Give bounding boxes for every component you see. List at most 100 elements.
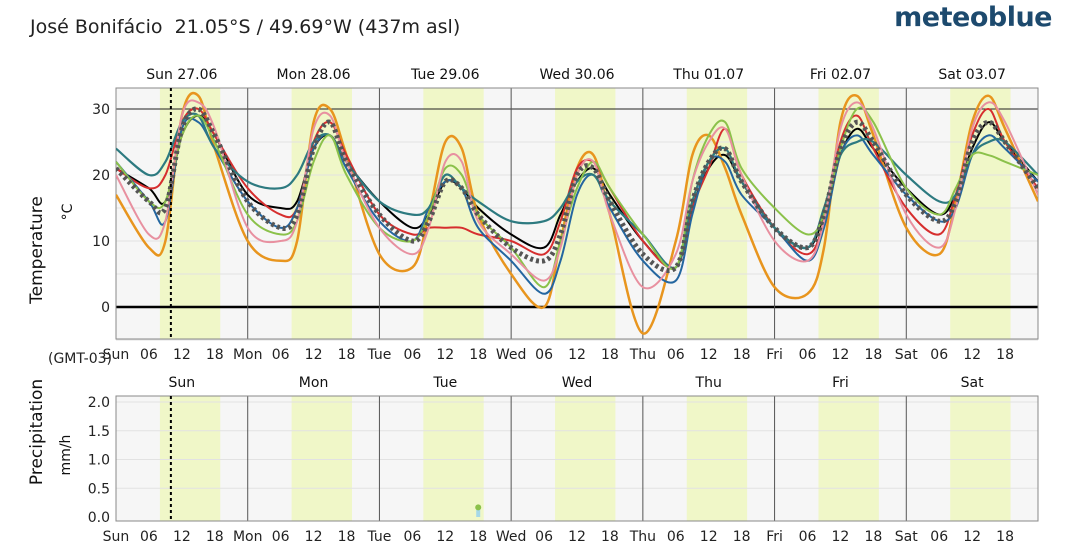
hour-tick-label: 12	[700, 529, 718, 545]
precipitation-tick-label: 2.0	[88, 395, 110, 411]
hour-tick-label: 18	[338, 529, 356, 545]
hour-tick-label: 06	[403, 529, 421, 545]
hour-tick-label: 12	[963, 347, 981, 363]
precipitation-tick-label: 1.0	[88, 453, 110, 469]
day-date-label: Mon 28.06	[277, 67, 351, 83]
hour-tick-label: 12	[173, 347, 191, 363]
hour-tick-label: 12	[700, 347, 718, 363]
day-label: Fri	[832, 375, 849, 391]
precipitation-axis-label: Precipitation	[27, 379, 47, 485]
daylight-band	[159, 396, 221, 521]
precipitation-probability-dot	[475, 504, 482, 511]
day-label: Mon	[299, 375, 329, 391]
hour-tick-label: 18	[469, 529, 487, 545]
daylight-band	[423, 396, 484, 521]
hour-tick-label: 18	[996, 529, 1014, 545]
daylight-band	[950, 396, 1011, 521]
hour-tick-label: Tue	[366, 347, 391, 363]
hour-tick-label: 12	[832, 529, 850, 545]
hour-tick-label: Thu	[629, 347, 656, 363]
hour-tick-label: 18	[733, 347, 751, 363]
precipitation-tick-label: 0.5	[88, 481, 110, 497]
hour-tick-label: 06	[140, 347, 158, 363]
hour-tick-label: 06	[140, 529, 158, 545]
hour-tick-label: 12	[305, 529, 323, 545]
temperature-tick-label: 30	[92, 102, 110, 118]
hour-tick-label: 18	[864, 529, 882, 545]
hour-tick-label: 12	[568, 529, 586, 545]
hour-tick-label: 18	[733, 529, 751, 545]
model-temperature-line	[116, 99, 1038, 290]
daylight-band	[686, 396, 748, 521]
hour-tick-label: 12	[305, 347, 323, 363]
day-label: Sat	[961, 375, 984, 391]
timezone-label: (GMT-03)	[48, 351, 112, 367]
brand-logo[interactable]: meteoblue	[894, 2, 1052, 33]
day-date-label: Fri 02.07	[810, 67, 871, 83]
hour-tick-label: 06	[403, 347, 421, 363]
model-temperature-line	[116, 106, 1038, 289]
location-coordinates: 21.05°S / 49.69°W (437m asl)	[174, 16, 461, 38]
hour-tick-label: 12	[173, 529, 191, 545]
hour-tick-label: 06	[272, 529, 290, 545]
hour-tick-label: 06	[667, 529, 685, 545]
hour-tick-label: 18	[601, 529, 619, 545]
precipitation-bar	[476, 508, 481, 517]
precipitation-panel: 0.0 0.5 1.0 1.5 2.0 Sun Mon Tue Wed Thu Fri Sat Sun 0…	[27, 375, 1039, 545]
temperature-unit-label: °C	[60, 203, 76, 220]
temperature-tick-label: 10	[92, 234, 110, 250]
model-temperature-line	[116, 117, 1038, 295]
hour-tick-label: 18	[996, 347, 1014, 363]
day-label: Tue	[432, 375, 457, 391]
hour-tick-label: Mon	[233, 347, 263, 363]
day-date-label: Thu 01.07	[672, 67, 744, 83]
daylight-band	[555, 396, 616, 521]
location-name: José Bonifácio	[30, 16, 163, 38]
hour-tick-label: 06	[272, 347, 290, 363]
hour-tick-label: 06	[930, 529, 948, 545]
hour-tick-label: 12	[832, 347, 850, 363]
hour-tick-label: 12	[436, 347, 454, 363]
hour-tick-label: Sat	[895, 347, 918, 363]
hour-tick-label: 06	[535, 529, 553, 545]
hour-tick-label: Sat	[895, 529, 918, 545]
day-date-label: Tue 29.06	[410, 67, 480, 83]
day-date-label: Wed 30.06	[539, 67, 614, 83]
hour-tick-label: 06	[535, 347, 553, 363]
hour-tick-label: 06	[667, 347, 685, 363]
temperature-axis-label: Temperature	[27, 196, 47, 305]
daylight-band	[818, 396, 879, 521]
precipitation-unit-label: mm/h	[58, 435, 74, 476]
hour-tick-label: Fri	[766, 529, 783, 545]
day-label: Thu	[695, 375, 722, 391]
temperature-frame	[115, 87, 1039, 340]
hour-tick-label: Thu	[629, 529, 656, 545]
precipitation-tick-label: 0.0	[88, 510, 110, 526]
hour-tick-label: 12	[963, 529, 981, 545]
temperature-tick-label: 0	[101, 300, 110, 316]
day-date-label: Sun 27.06	[146, 67, 217, 83]
precipitation-tick-label: 1.5	[88, 424, 110, 440]
hour-tick-label: 06	[799, 347, 817, 363]
hour-tick-label: 12	[436, 529, 454, 545]
hour-tick-label: Fri	[766, 347, 783, 363]
model-temperature-line	[116, 107, 1038, 270]
day-label: Wed	[562, 375, 593, 391]
model-temperature-line	[116, 112, 1038, 270]
hour-tick-label: 18	[469, 347, 487, 363]
hour-tick-label: Sun	[103, 347, 130, 363]
hour-tick-label: 12	[568, 347, 586, 363]
hour-tick-label: 06	[799, 529, 817, 545]
daylight-band	[686, 88, 748, 339]
hour-tick-label: 18	[601, 347, 619, 363]
hour-tick-label: Wed	[496, 529, 527, 545]
hour-tick-label: 18	[338, 347, 356, 363]
hour-tick-label: 18	[206, 529, 224, 545]
day-label: Sun	[169, 375, 196, 391]
hour-tick-label: Sun	[103, 529, 130, 545]
hour-tick-label: 06	[930, 347, 948, 363]
temperature-panel: 0 10 20 30 Sun 27.06 Mon 28.06 Tue 29.06 Wed 30…	[27, 67, 1039, 363]
hour-tick-label: 18	[864, 347, 882, 363]
day-date-label: Sat 03.07	[938, 67, 1005, 83]
daylight-band	[291, 396, 352, 521]
